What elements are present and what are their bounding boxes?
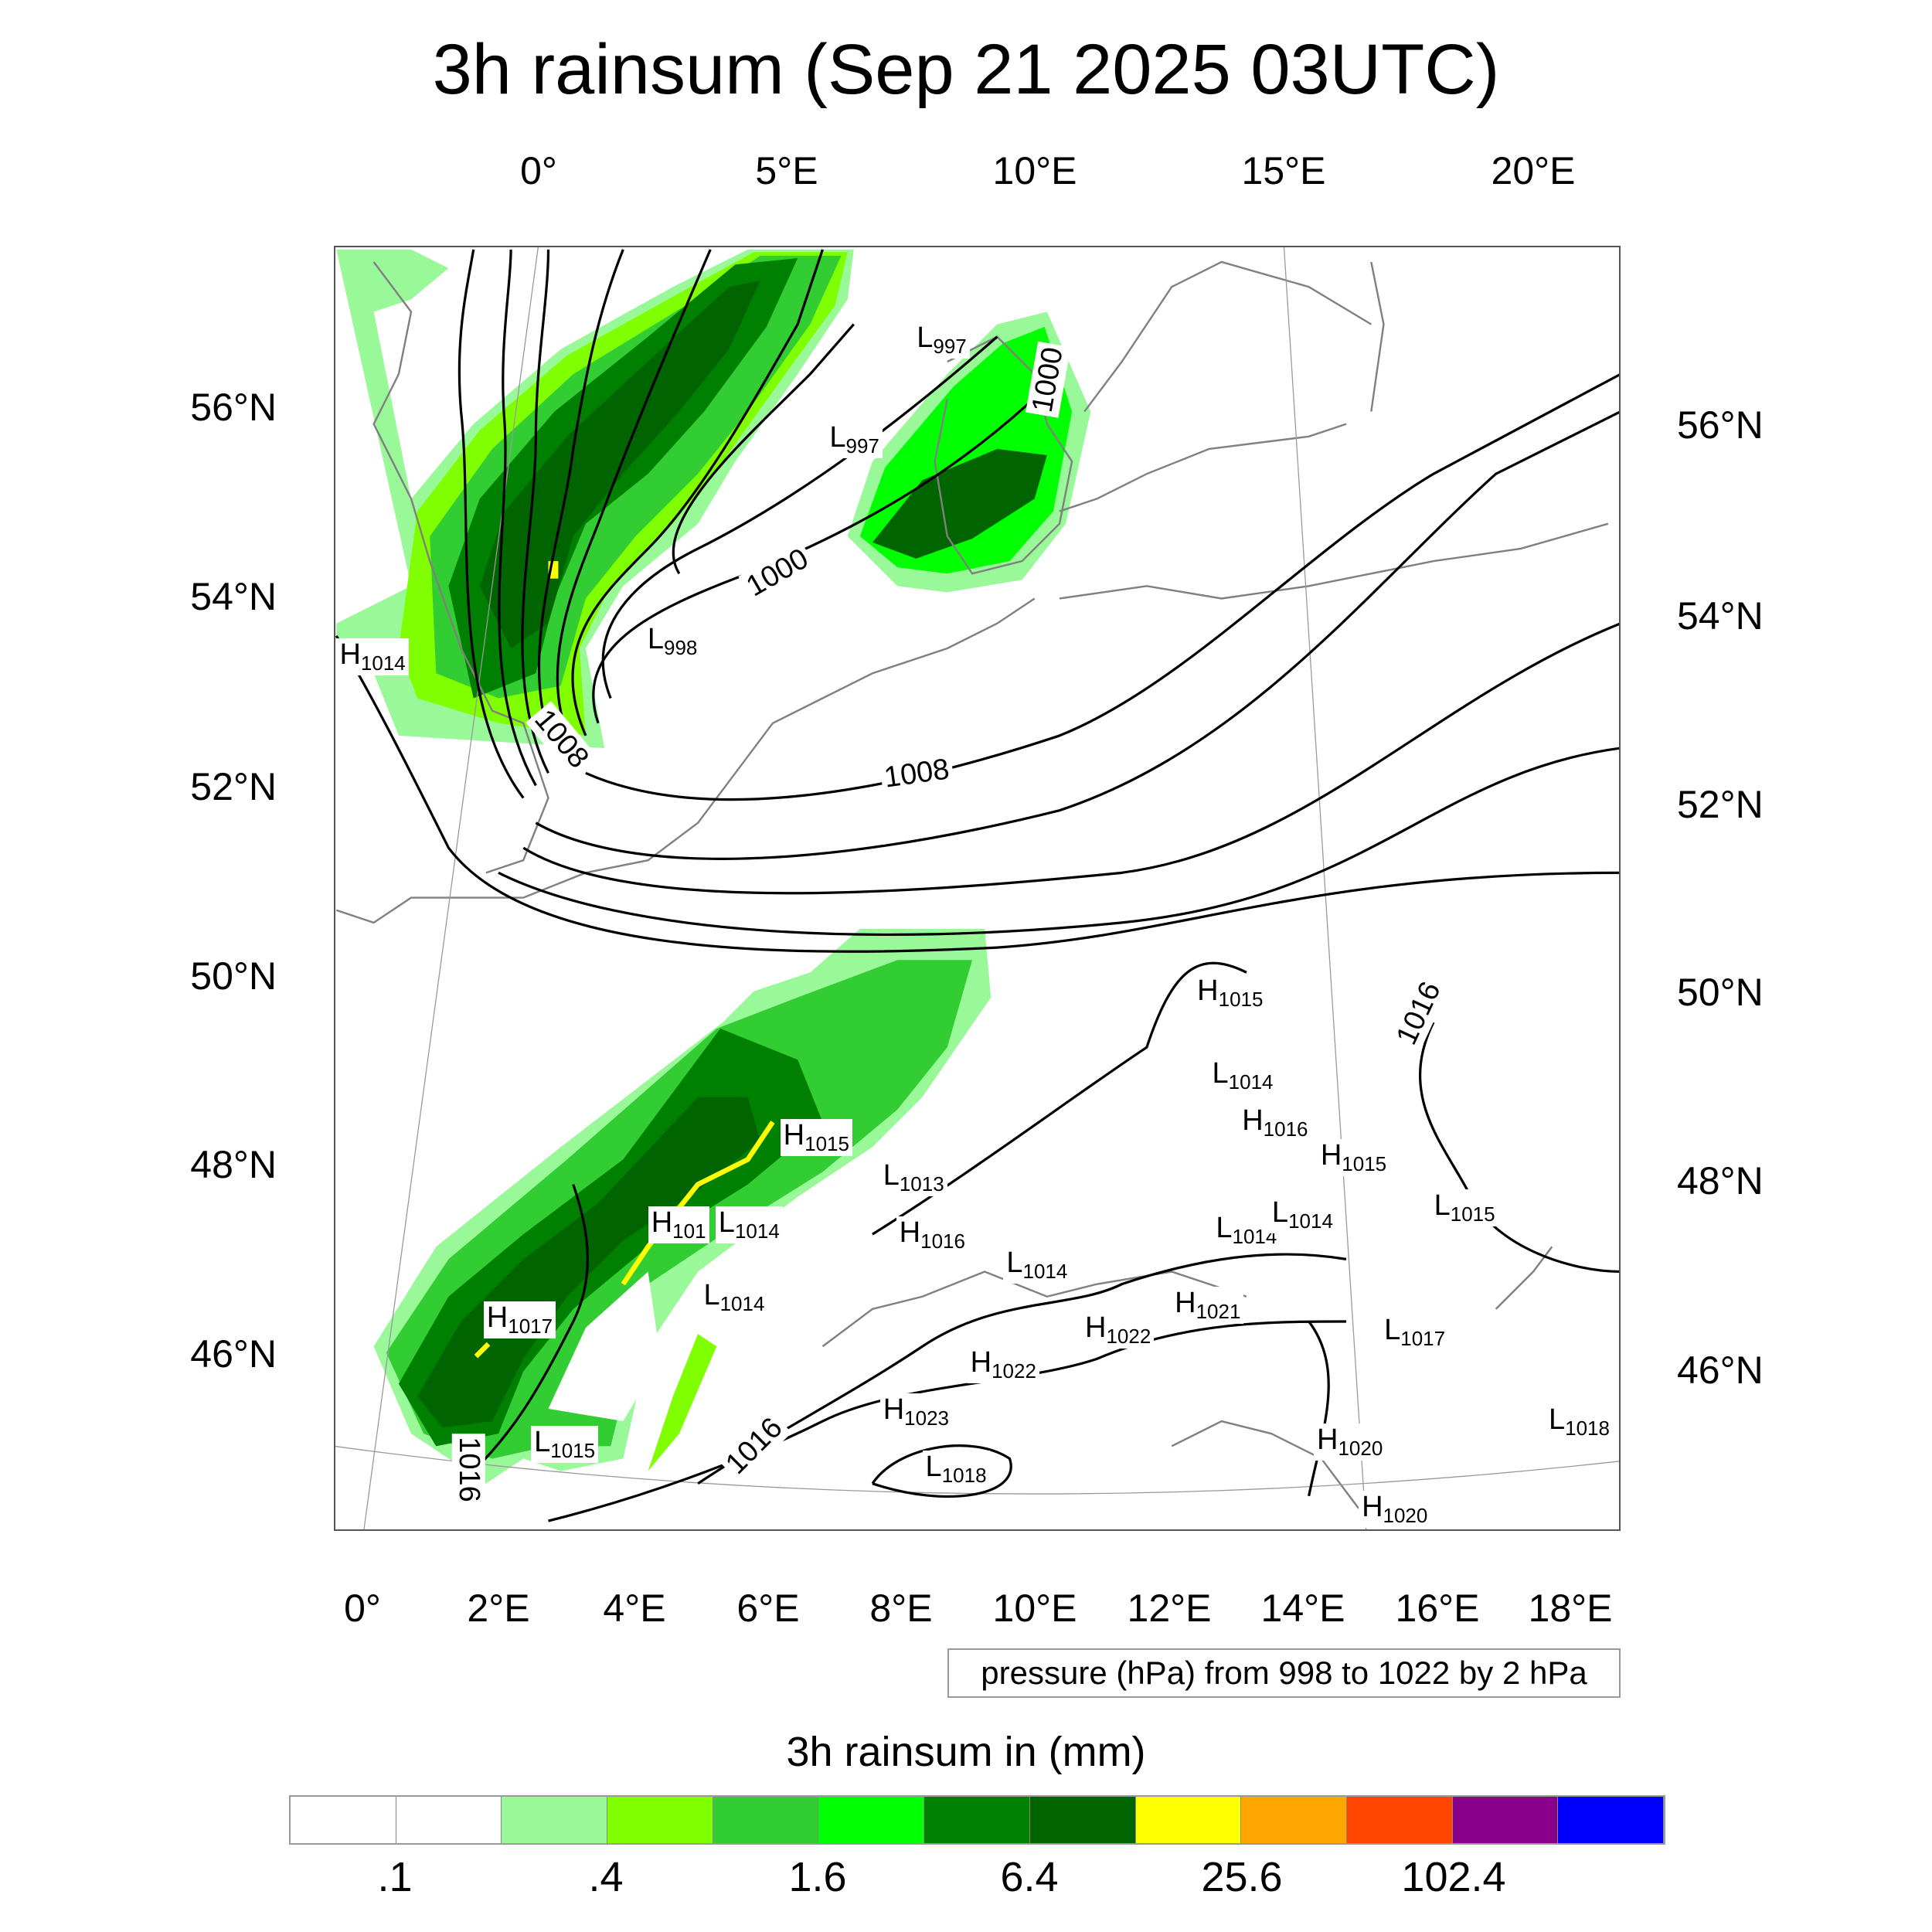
high-pressure-label: H1020 xyxy=(1314,1423,1386,1461)
colorbar-swatch xyxy=(1558,1797,1664,1843)
colorbar xyxy=(289,1795,1665,1845)
colorbar-label: 25.6 xyxy=(1201,1854,1283,1900)
colorbar-swatch xyxy=(713,1797,819,1843)
bottom-lon-label: 10°E xyxy=(992,1587,1077,1630)
rain-area-gap xyxy=(548,1271,661,1422)
isobars xyxy=(335,249,1621,1522)
bottom-lon-label: 14°E xyxy=(1260,1587,1345,1630)
low-pressure-label: L1014 xyxy=(700,1278,768,1316)
high-pressure-label: H1023 xyxy=(879,1393,952,1431)
right-lat-label: 46°N xyxy=(1677,1349,1764,1392)
low-pressure-label: L997 xyxy=(826,421,883,459)
rain-area-darkgreen xyxy=(872,448,1047,559)
high-pressure-label: H1015 xyxy=(1317,1139,1390,1177)
top-lon-label: 0° xyxy=(520,149,557,192)
colorbar-label: 6.4 xyxy=(1000,1854,1059,1900)
colorbar-swatch xyxy=(1135,1797,1242,1843)
bottom-lon-label: 4°E xyxy=(603,1587,666,1630)
low-pressure-label: L1015 xyxy=(531,1426,599,1464)
colorbar-swatch xyxy=(1452,1797,1559,1843)
colorbar-swatch xyxy=(291,1797,396,1843)
high-pressure-label: H1022 xyxy=(1082,1311,1155,1349)
colorbar-label: 1.6 xyxy=(788,1854,847,1900)
left-lat-label: 54°N xyxy=(190,575,277,618)
colorbar-swatch xyxy=(1029,1797,1136,1843)
contour-label: 1016 xyxy=(451,1434,485,1505)
top-lon-label: 10°E xyxy=(992,149,1077,192)
left-lat-label: 48°N xyxy=(190,1143,277,1186)
colorbar-swatch xyxy=(502,1797,608,1843)
top-lon-label: 20°E xyxy=(1491,149,1576,192)
colorbar-swatch xyxy=(818,1797,925,1843)
rain-area-yellow xyxy=(474,1342,491,1359)
low-pressure-label: L1018 xyxy=(1546,1403,1613,1441)
high-pressure-label: H1016 xyxy=(896,1216,968,1254)
top-lon-label: 5°E xyxy=(755,149,818,192)
low-pressure-label: L1017 xyxy=(1381,1314,1449,1351)
map-frame xyxy=(334,246,1621,1531)
right-lat-label: 50°N xyxy=(1677,971,1764,1014)
bottom-lon-label: 12°E xyxy=(1127,1587,1212,1630)
right-lat-label: 54°N xyxy=(1677,594,1764,638)
colorbar-label: 102.4 xyxy=(1401,1854,1506,1900)
high-pressure-label: H1021 xyxy=(1172,1286,1244,1324)
left-lat-label: 46°N xyxy=(190,1332,277,1376)
bottom-lon-label: 6°E xyxy=(736,1587,800,1630)
top-lon-label: 15°E xyxy=(1241,149,1326,192)
bottom-lon-label: 18°E xyxy=(1528,1587,1613,1630)
coastlines xyxy=(335,260,1609,1509)
left-lat-label: 56°N xyxy=(190,386,277,429)
colorbar-swatch xyxy=(607,1797,713,1843)
low-pressure-label: L1014 xyxy=(1003,1246,1071,1284)
high-pressure-label: H1015 xyxy=(780,1119,852,1157)
right-lat-label: 48°N xyxy=(1677,1159,1764,1202)
colorbar-swatch xyxy=(1346,1797,1453,1843)
low-pressure-label: L1014 xyxy=(1268,1196,1336,1234)
high-pressure-label: H1015 xyxy=(1194,975,1267,1012)
high-pressure-label: H1014 xyxy=(336,638,409,675)
low-pressure-label: L998 xyxy=(644,623,701,661)
right-lat-label: 56°N xyxy=(1677,403,1764,447)
low-pressure-label: L1018 xyxy=(922,1451,990,1488)
high-pressure-label: H1020 xyxy=(1359,1491,1431,1529)
low-pressure-label: L1014 xyxy=(715,1206,783,1244)
high-pressure-label: H1016 xyxy=(1239,1104,1311,1142)
low-pressure-label: L997 xyxy=(913,321,970,359)
high-pressure-label: H1017 xyxy=(483,1301,556,1338)
bottom-lon-label: 2°E xyxy=(467,1587,530,1630)
colorbar-label: .4 xyxy=(588,1854,624,1900)
left-lat-label: 52°N xyxy=(190,765,277,808)
low-pressure-label: L1014 xyxy=(1209,1056,1277,1094)
contour-info-box: pressure (hPa) from 998 to 1022 by 2 hPa xyxy=(947,1648,1621,1698)
rain-area-lime xyxy=(648,1334,717,1471)
left-lat-label: 50°N xyxy=(190,954,277,998)
high-pressure-label: H101 xyxy=(648,1206,709,1244)
colorbar-label: .1 xyxy=(377,1854,413,1900)
colorbar-swatch xyxy=(1241,1797,1347,1843)
map-title: 3h rainsum (Sep 21 2025 03UTC) xyxy=(432,30,1500,109)
bottom-lon-label: 8°E xyxy=(869,1587,933,1630)
colorbar-swatch xyxy=(924,1797,1030,1843)
colorbar-title: 3h rainsum in (mm) xyxy=(786,1729,1146,1775)
bottom-lon-label: 0° xyxy=(344,1587,381,1630)
low-pressure-label: L1013 xyxy=(879,1159,947,1196)
low-pressure-label: L1014 xyxy=(1213,1211,1281,1249)
low-pressure-label: L1015 xyxy=(1430,1189,1498,1226)
colorbar-swatch xyxy=(396,1797,502,1843)
high-pressure-label: H1022 xyxy=(967,1345,1039,1383)
right-lat-label: 52°N xyxy=(1677,783,1764,826)
rain-area-yellow xyxy=(621,1121,775,1286)
bottom-lon-label: 16°E xyxy=(1395,1587,1480,1630)
